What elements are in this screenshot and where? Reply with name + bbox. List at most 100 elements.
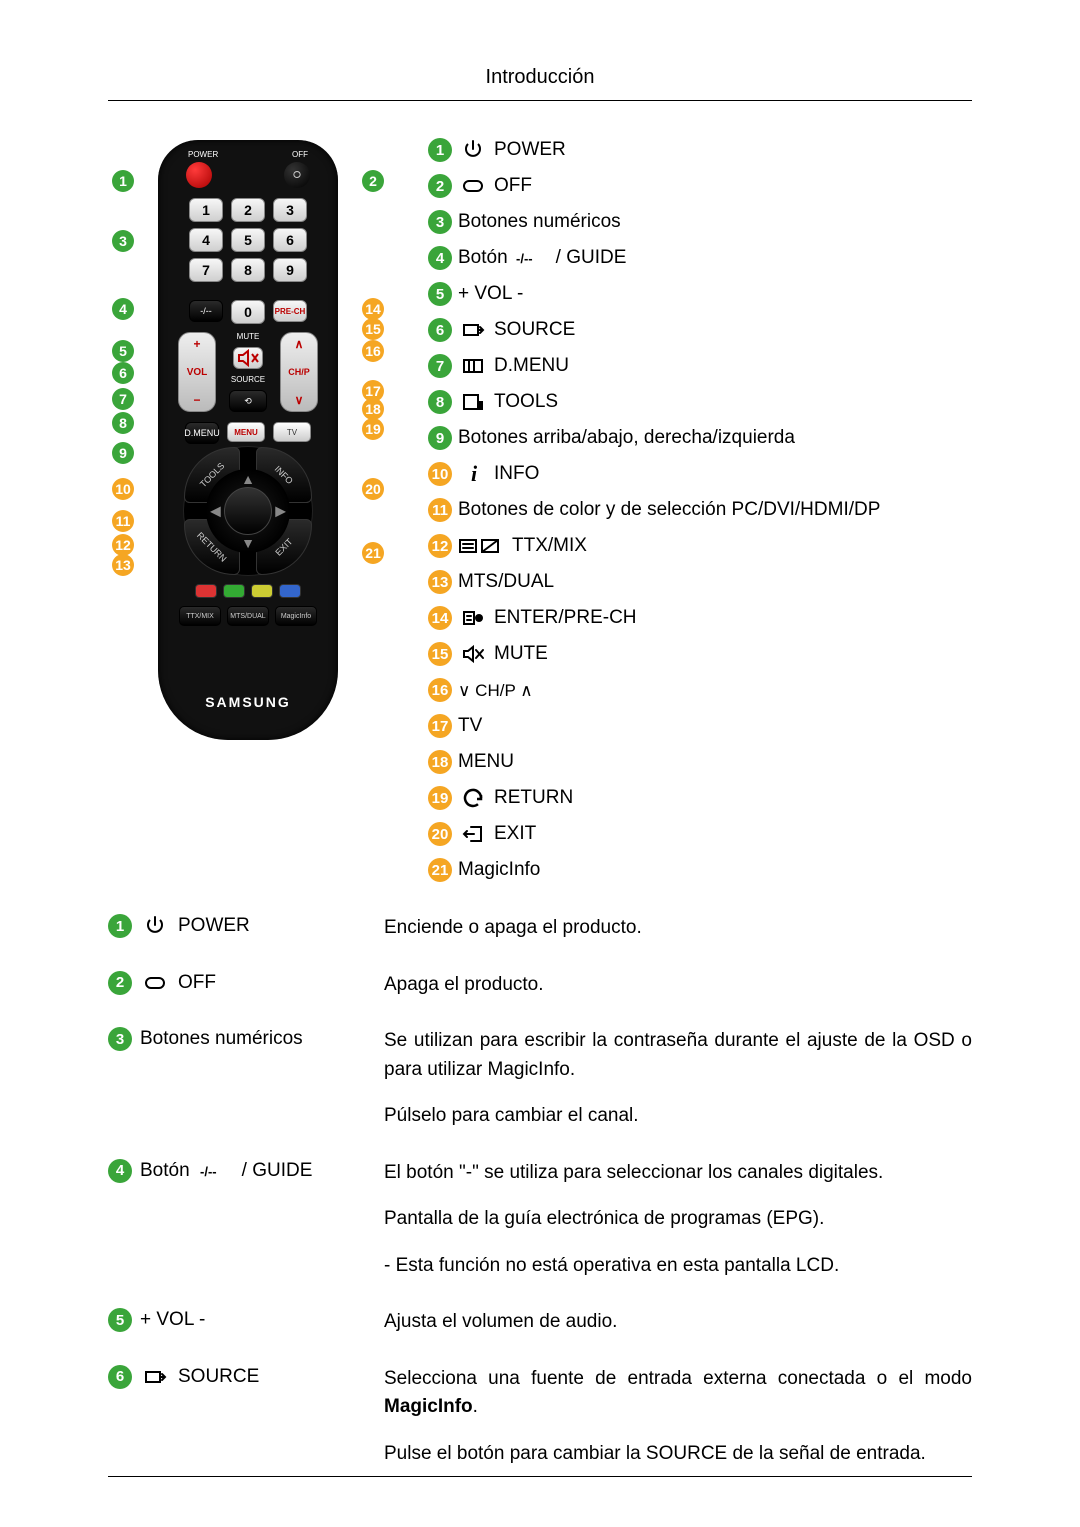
desc-paragraph: Pulse el botón para cambiar la SOURCE de… bbox=[384, 1440, 972, 1469]
desc-right: Ajusta el volumen de audio. bbox=[384, 1308, 972, 1337]
legend-text: OFF bbox=[494, 175, 532, 197]
svg-text:-/--: -/-- bbox=[200, 1164, 217, 1179]
legend-index: 13 bbox=[428, 570, 452, 594]
desc-paragraph: Selecciona una fuente de entrada externa… bbox=[384, 1365, 972, 1422]
legend-item-13: 13MTS/DUAL bbox=[428, 570, 972, 594]
desc-index: 3 bbox=[108, 1027, 132, 1051]
remote-brand: SAMSUNG bbox=[158, 694, 338, 710]
legend-item-18: 18 MENU bbox=[428, 750, 972, 774]
callout-19: 19 bbox=[362, 418, 384, 440]
chp-icon: ∨ CH/P ∧ bbox=[458, 678, 538, 702]
power-icon bbox=[140, 914, 170, 938]
remote-color-buttons bbox=[195, 584, 301, 598]
legend-index: 14 bbox=[428, 606, 452, 630]
callout-11: 11 bbox=[112, 510, 134, 532]
legend-index: 12 bbox=[428, 534, 452, 558]
remote-mute-button bbox=[233, 347, 263, 369]
desc-left: 5+ VOL - bbox=[108, 1308, 360, 1332]
legend-index: 17 bbox=[428, 714, 452, 738]
legend-item-6: 6SOURCE bbox=[428, 318, 972, 342]
legend-item-20: 20 EXIT bbox=[428, 822, 972, 846]
desc-label: Botones numéricos bbox=[140, 1028, 303, 1050]
remote-power-button bbox=[186, 162, 212, 188]
legend-item-7: 7D.MENU bbox=[428, 354, 972, 378]
desc-right: Enciende o apaga el producto. bbox=[384, 914, 972, 943]
legend-index: 15 bbox=[428, 642, 452, 666]
remote-body: POWER OFF ⭘ 123456789 -/-- 0 PRE-CH +VOL… bbox=[158, 140, 338, 740]
callout-5: 5 bbox=[112, 340, 134, 362]
remote-num-3: 3 bbox=[273, 198, 307, 222]
desc-paragraph: Ajusta el volumen de audio. bbox=[384, 1308, 972, 1337]
svg-text:i: i bbox=[471, 462, 478, 486]
desc-label: POWER bbox=[178, 915, 250, 937]
remote-tools-ring: TOOLS INFO RETURN EXIT ▲ ▼ ◀ ▶ ⏎ bbox=[183, 446, 313, 576]
legend-index: 4 bbox=[428, 246, 452, 270]
desc-paragraph: Enciende o apaga el producto. bbox=[384, 914, 972, 943]
legend-index: 20 bbox=[428, 822, 452, 846]
desc-index: 5 bbox=[108, 1308, 132, 1332]
legend-index: 18 bbox=[428, 750, 452, 774]
desc-paragraph: El botón "-" se utiliza para seleccionar… bbox=[384, 1159, 972, 1188]
legend-index: 16 bbox=[428, 678, 452, 702]
remote-diagram: 1345678910111213 21415161718192021 POWER… bbox=[108, 130, 388, 770]
legend-item-17: 17 TV bbox=[428, 714, 972, 738]
legend-item-12: 12TTX/MIX bbox=[428, 534, 972, 558]
exit-icon bbox=[458, 822, 488, 846]
legend-item-11: 11Botones de color y de selección PC/DVI… bbox=[428, 498, 972, 522]
desc-right: Apaga el producto. bbox=[384, 971, 972, 1000]
desc-paragraph: - Esta función no está operativa en esta… bbox=[384, 1252, 972, 1281]
legend-item-9: 9Botones arriba/abajo, derecha/izquierda bbox=[428, 426, 972, 450]
legend-text: POWER bbox=[494, 139, 566, 161]
off-icon bbox=[140, 971, 170, 995]
remote-ch-rocker: ∧CH/P∨ bbox=[280, 332, 318, 412]
legend-text: EXIT bbox=[494, 823, 536, 845]
desc-left: 1 POWER bbox=[108, 914, 360, 938]
callout-13: 13 bbox=[112, 554, 134, 576]
legend-text: Botones arriba/abajo, derecha/izquierda bbox=[458, 427, 795, 449]
svg-text:-/--: -/-- bbox=[516, 251, 533, 266]
callout-3: 3 bbox=[112, 230, 134, 252]
callout-7: 7 bbox=[112, 388, 134, 410]
source-icon bbox=[458, 318, 488, 342]
desc-row-2: 2OFFApaga el producto. bbox=[108, 971, 972, 1000]
legend-item-5: 5+ VOL - bbox=[428, 282, 972, 306]
legend-item-4: 4Botón -/-- / GUIDE bbox=[428, 246, 972, 270]
callout-9: 9 bbox=[112, 442, 134, 464]
legend-item-14: 14 ENTER/PRE-CH bbox=[428, 606, 972, 630]
descriptions: 1 POWER Enciende o apaga el producto. 2OFFA… bbox=[108, 914, 972, 1468]
desc-right: Selecciona una fuente de entrada externa… bbox=[384, 1365, 972, 1469]
callout-20: 20 bbox=[362, 478, 384, 500]
legend-index: 1 bbox=[428, 138, 452, 162]
callout-6: 6 bbox=[112, 362, 134, 384]
power-icon bbox=[458, 138, 488, 162]
legend-index: 2 bbox=[428, 174, 452, 198]
legend-list: 1POWER2OFF3Botones numéricos4Botón -/-- … bbox=[428, 130, 972, 894]
legend-text: MagicInfo bbox=[458, 859, 540, 881]
legend-text: MENU bbox=[458, 751, 514, 773]
legend-index: 8 bbox=[428, 390, 452, 414]
dash-icon: -/-- bbox=[198, 1159, 234, 1183]
desc-right: Se utilizan para escribir la contraseña … bbox=[384, 1027, 972, 1131]
page-header: Introducción bbox=[0, 66, 1080, 89]
desc-index: 1 bbox=[108, 914, 132, 938]
callout-1: 1 bbox=[112, 170, 134, 192]
legend-item-16: 16∨ CH/P ∧ bbox=[428, 678, 972, 702]
legend-text: TV bbox=[458, 715, 482, 737]
desc-left: 6 SOURCE bbox=[108, 1365, 360, 1389]
desc-paragraph: Púlselo para cambiar el canal. bbox=[384, 1102, 972, 1131]
desc-index: 4 bbox=[108, 1159, 132, 1183]
legend-text: INFO bbox=[494, 463, 539, 485]
legend-index: 6 bbox=[428, 318, 452, 342]
desc-label: SOURCE bbox=[178, 1366, 259, 1388]
legend-text: / GUIDE bbox=[556, 247, 627, 269]
legend-text: ENTER/PRE-CH bbox=[494, 607, 637, 629]
source-icon bbox=[140, 1365, 170, 1389]
desc-paragraph: Apaga el producto. bbox=[384, 971, 972, 1000]
info-icon: i bbox=[458, 462, 488, 486]
callout-10: 10 bbox=[112, 478, 134, 500]
remote-del-button: -/-- bbox=[189, 300, 223, 322]
desc-label: / GUIDE bbox=[242, 1160, 313, 1182]
desc-index: 2 bbox=[108, 971, 132, 995]
desc-row-6: 6 SOURCE Selecciona una fuente de entrada … bbox=[108, 1365, 972, 1469]
desc-index: 6 bbox=[108, 1365, 132, 1389]
